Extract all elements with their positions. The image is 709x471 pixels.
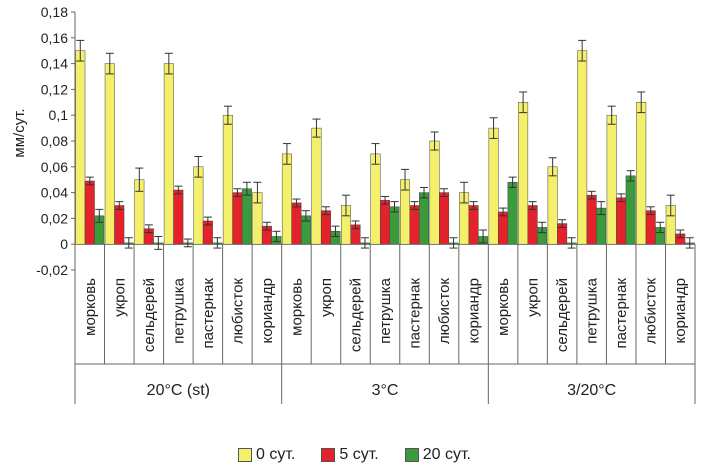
legend: 0 сут. 5 сут. 20 сут. bbox=[0, 446, 709, 464]
legend-item-2: 20 сут. bbox=[404, 446, 471, 464]
bar bbox=[163, 63, 174, 245]
category-label: любисток bbox=[229, 278, 246, 345]
y-tick-label: 0,02 bbox=[41, 210, 68, 226]
category-label: петрушка bbox=[377, 277, 394, 343]
bar bbox=[527, 205, 538, 245]
bar bbox=[409, 205, 420, 245]
bar bbox=[173, 189, 184, 245]
bar bbox=[311, 127, 322, 245]
bar bbox=[586, 194, 597, 245]
bar bbox=[281, 153, 292, 245]
category-label: морковь bbox=[288, 278, 305, 336]
bar bbox=[616, 197, 627, 245]
y-tick-label: -0,02 bbox=[36, 262, 68, 278]
bar bbox=[488, 127, 499, 245]
bar bbox=[75, 50, 86, 245]
group-label: 3/20°C bbox=[567, 382, 616, 399]
legend-label-1: 5 сут. bbox=[339, 446, 379, 463]
category-label: петрушка bbox=[170, 277, 187, 343]
bar bbox=[606, 114, 617, 245]
y-tick-label: 0,12 bbox=[41, 81, 68, 97]
category-label: пастернак bbox=[200, 278, 217, 349]
category-label: кориандр bbox=[259, 278, 276, 344]
bar bbox=[232, 192, 243, 245]
bar bbox=[84, 180, 95, 245]
bar bbox=[222, 114, 233, 245]
legend-item-1: 5 сут. bbox=[321, 446, 379, 464]
bar bbox=[498, 211, 509, 245]
y-tick-label: 0,1 bbox=[49, 107, 69, 123]
y-axis-label: мм/сут. bbox=[11, 108, 28, 157]
legend-swatch-0 bbox=[238, 448, 253, 462]
y-tick-label: 0,16 bbox=[41, 30, 68, 46]
bar bbox=[625, 175, 636, 245]
bar bbox=[439, 192, 450, 245]
bar bbox=[507, 182, 518, 245]
category-label: пастернак bbox=[407, 278, 424, 349]
bar bbox=[419, 192, 430, 245]
category-label: петрушка bbox=[584, 277, 601, 343]
category-label: любисток bbox=[643, 278, 660, 345]
bar bbox=[114, 205, 125, 245]
category-label: сельдерей bbox=[554, 278, 571, 352]
bar bbox=[380, 200, 390, 245]
legend-label-2: 20 сут. bbox=[422, 446, 471, 463]
bar bbox=[547, 166, 558, 245]
y-tick-label: 0,14 bbox=[41, 56, 68, 72]
category-label: морковь bbox=[82, 278, 99, 336]
y-tick-label: 0 bbox=[60, 236, 68, 252]
bar bbox=[241, 188, 252, 245]
bar bbox=[645, 210, 656, 245]
group-label: 20°C (st) bbox=[147, 382, 210, 399]
legend-item-0: 0 сут. bbox=[238, 446, 295, 464]
group-label: 3°C bbox=[372, 382, 399, 399]
bar bbox=[320, 210, 331, 245]
bar bbox=[577, 50, 588, 245]
category-label: укроп bbox=[525, 278, 542, 317]
bar bbox=[468, 205, 479, 245]
category-label: сельдерей bbox=[347, 278, 364, 352]
bar bbox=[429, 140, 440, 245]
category-label: укроп bbox=[318, 278, 335, 317]
bar bbox=[193, 166, 204, 245]
y-tick-label: 0,18 bbox=[41, 4, 68, 20]
bar bbox=[518, 102, 529, 245]
category-label: морковь bbox=[495, 278, 512, 336]
category-label: сельдерей bbox=[141, 278, 158, 352]
bar bbox=[636, 102, 647, 245]
chart: -0,02 0 0,02 0,04 0,06 0,08 0,1 0,12 0,14 0,16 0,1… bbox=[11, 4, 696, 404]
category-label: любисток bbox=[436, 278, 453, 345]
y-tick-label: 0,04 bbox=[41, 185, 68, 201]
legend-swatch-1 bbox=[321, 448, 336, 462]
bar bbox=[370, 153, 381, 245]
y-tick-label: 0,08 bbox=[41, 133, 68, 149]
legend-label-0: 0 сут. bbox=[256, 446, 296, 463]
category-label: кориандр bbox=[672, 278, 689, 344]
y-tick-label: 0,06 bbox=[41, 159, 68, 175]
bar bbox=[104, 63, 115, 245]
bar bbox=[291, 202, 302, 245]
category-label: укроп bbox=[111, 278, 128, 317]
category-label: кориандр bbox=[466, 278, 483, 344]
legend-swatch-2 bbox=[404, 448, 419, 462]
category-label: пастернак bbox=[613, 278, 630, 349]
